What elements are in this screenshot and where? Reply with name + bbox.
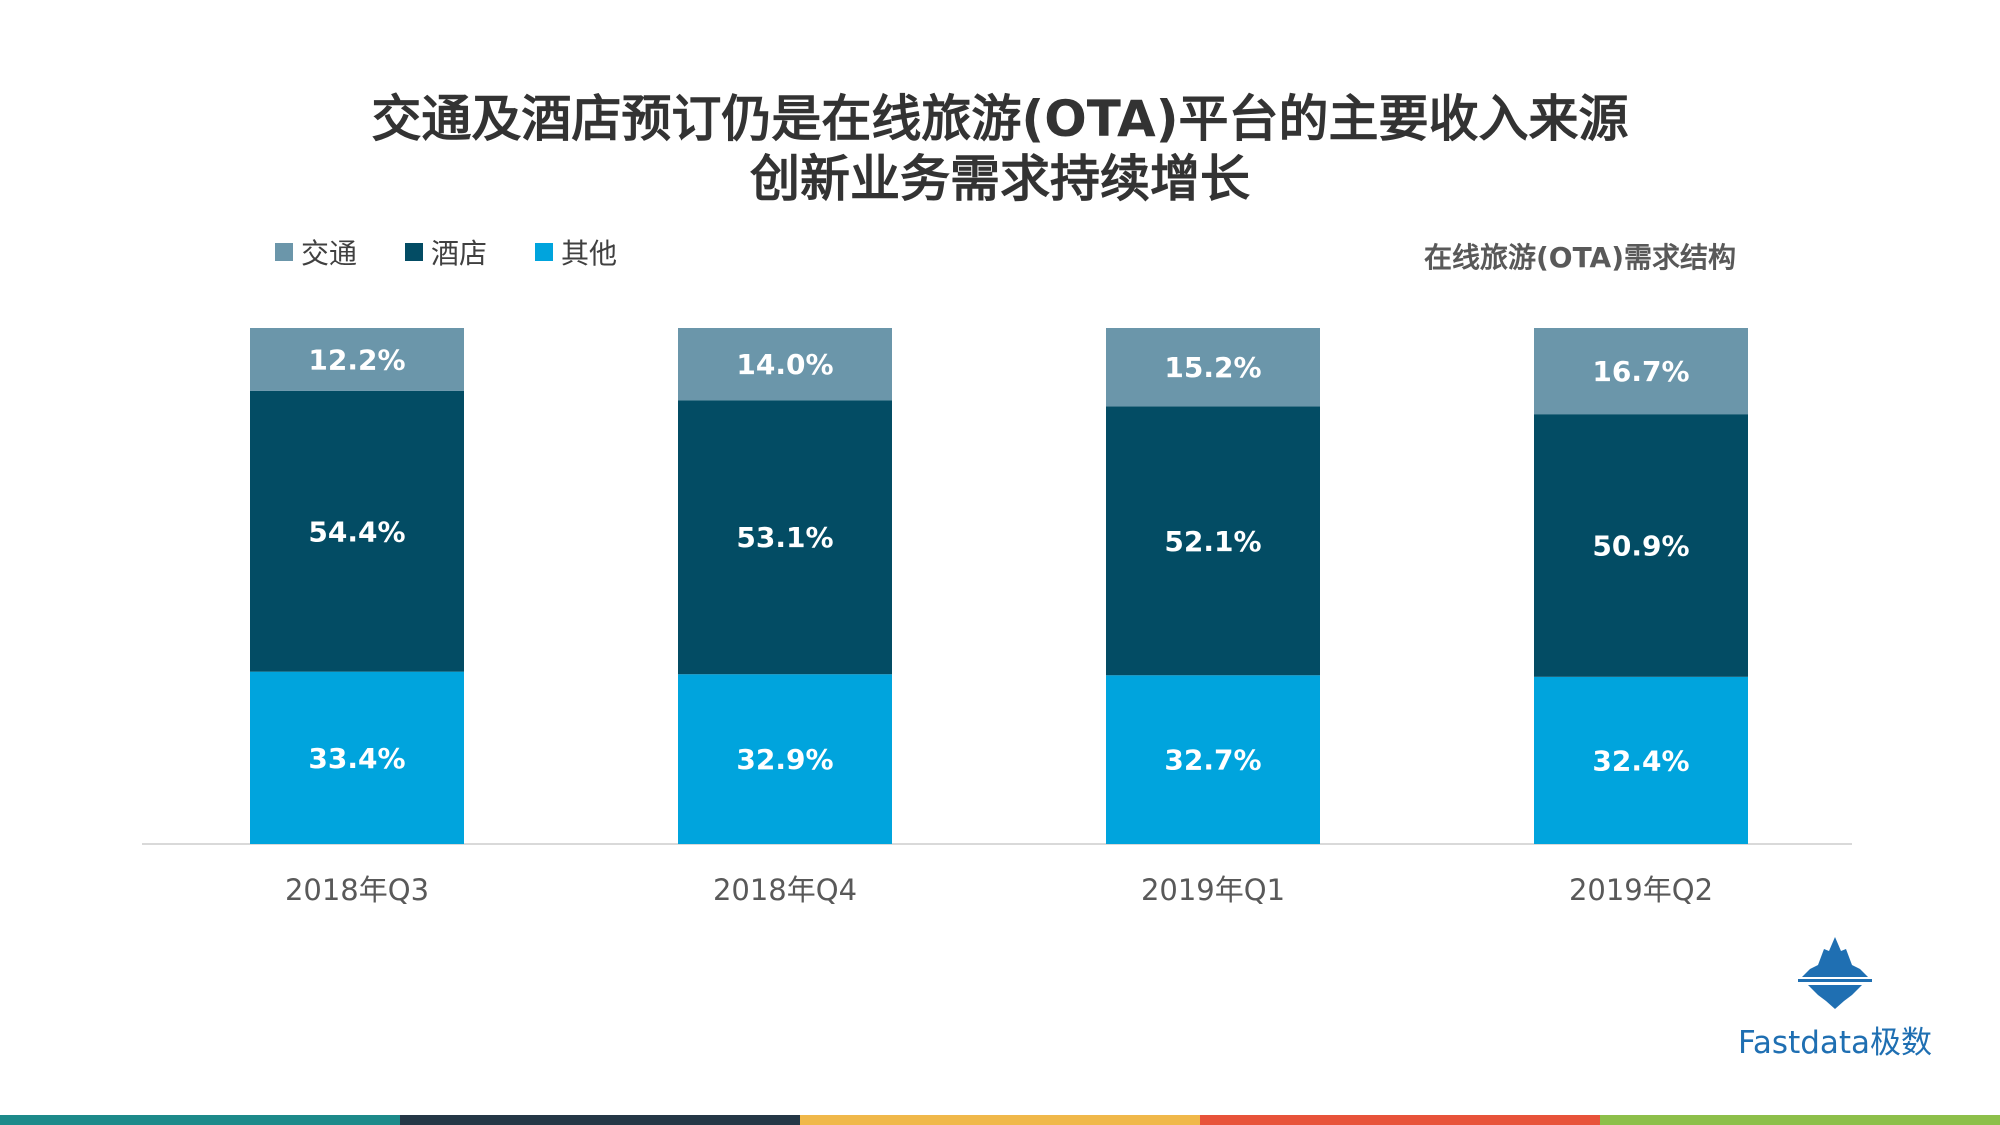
- chart-title-line-2: 创新业务需求持续增长: [750, 150, 1250, 208]
- legend-swatch-traffic: [275, 243, 293, 261]
- bar-segment-hotel-4: [1534, 414, 1748, 677]
- x-tick-label-1: 2018年Q3: [285, 873, 429, 907]
- legend-label-traffic: 交通: [301, 237, 358, 270]
- legend-label-hotel: 酒店: [431, 237, 488, 270]
- logo-text: Fastdata极数: [1737, 1025, 1933, 1061]
- data-label-hotel-4: 50.9%: [1592, 529, 1689, 562]
- x-tick-label-3: 2019年Q1: [1141, 873, 1285, 907]
- bar-segment-hotel-2: [678, 400, 892, 675]
- legend-swatch-other: [535, 243, 554, 261]
- legend-swatch-hotel: [405, 243, 424, 261]
- data-label-other-3: 32.7%: [1164, 744, 1261, 777]
- footer-segment-5: [1600, 1115, 2000, 1125]
- fastdata-logo: Fastdata极数: [1720, 935, 1950, 1062]
- data-label-other-4: 32.4%: [1592, 744, 1689, 777]
- data-label-hotel-2: 53.1%: [736, 521, 833, 554]
- data-label-traffic-4: 16.7%: [1592, 355, 1689, 388]
- chart-legend: 交通 酒店 其他: [275, 232, 617, 272]
- bar-segment-other-3: [1106, 675, 1320, 844]
- footer-segment-3: [800, 1115, 1200, 1125]
- data-label-hotel-3: 52.1%: [1164, 525, 1261, 558]
- data-label-traffic-1: 12.2%: [308, 343, 405, 376]
- bar-segment-traffic-1: [250, 328, 464, 391]
- bar-segment-traffic-4: [1534, 328, 1748, 415]
- footer-segment-4: [1200, 1115, 1600, 1125]
- bar-segment-hotel-1: [250, 390, 464, 672]
- bar-segment-hotel-3: [1106, 406, 1320, 676]
- chart-subtitle: 在线旅游(OTA)需求结构: [1424, 241, 1736, 274]
- data-label-other-2: 32.9%: [736, 743, 833, 776]
- data-label-other-1: 33.4%: [308, 742, 405, 775]
- x-tick-label-4: 2019年Q2: [1569, 873, 1713, 907]
- chart-title-line-1: 交通及酒店预订仍是在线旅游(OTA)平台的主要收入来源: [371, 90, 1629, 148]
- footer-segment-1: [0, 1115, 400, 1125]
- data-label-traffic-3: 15.2%: [1164, 351, 1261, 384]
- legend-label-other: 其他: [561, 237, 618, 270]
- legend-item-traffic: 交通: [275, 232, 357, 272]
- footer-color-bar: [0, 1115, 2000, 1125]
- bar-segment-traffic-2: [678, 328, 892, 401]
- bar-segment-other-4: [1534, 676, 1748, 844]
- bar-segment-traffic-3: [1106, 328, 1320, 407]
- legend-item-hotel: 酒店: [405, 232, 487, 272]
- footer-segment-2: [400, 1115, 800, 1125]
- bar-segment-other-2: [678, 674, 892, 844]
- bar-segment-other-1: [250, 671, 464, 844]
- x-tick-label-2: 2018年Q4: [713, 873, 857, 907]
- iceberg-logo-icon: [1798, 937, 1872, 1009]
- data-label-traffic-2: 14.0%: [736, 348, 833, 381]
- data-label-hotel-1: 54.4%: [308, 515, 405, 548]
- legend-item-other: 其他: [535, 232, 617, 272]
